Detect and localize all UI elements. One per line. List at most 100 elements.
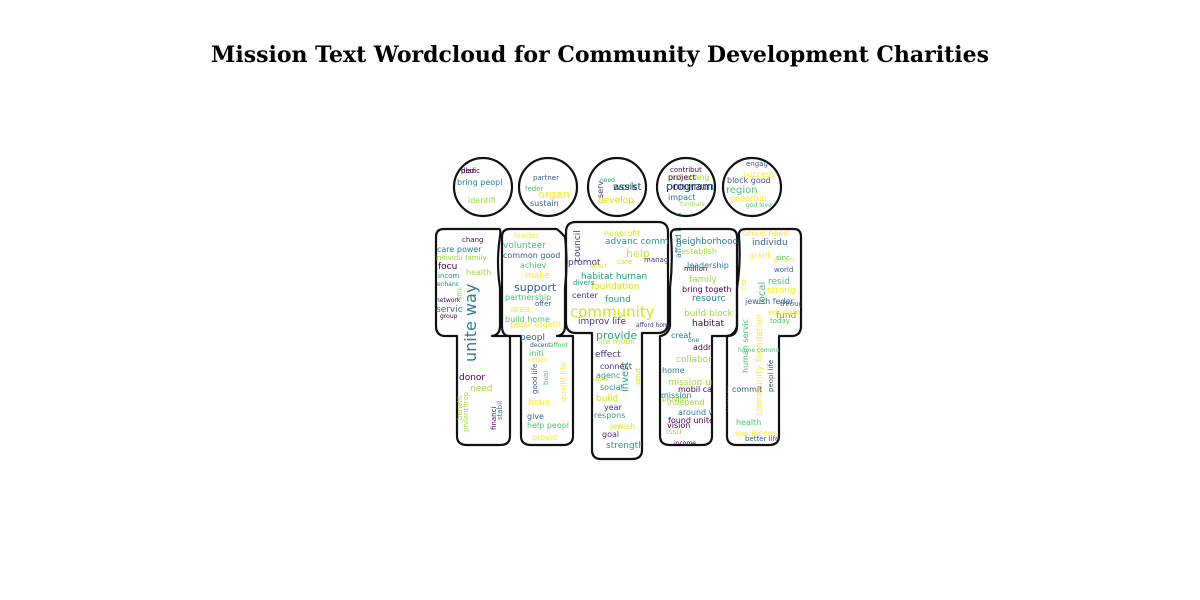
word: effect <box>595 350 621 360</box>
word: nonprofit <box>604 229 640 238</box>
word: jewish <box>609 422 635 431</box>
word: citizen <box>528 357 548 364</box>
figure-3-head <box>586 156 648 218</box>
word: home community <box>738 347 791 354</box>
word: provid <box>532 433 557 442</box>
word: project <box>668 173 696 182</box>
word: common good <box>503 251 560 260</box>
word: human servic <box>741 319 750 373</box>
word: provide <box>596 329 638 342</box>
word: servic need <box>742 229 788 238</box>
word: solut <box>634 368 642 385</box>
word: afford hous <box>674 213 683 258</box>
word: community foundation <box>755 314 765 416</box>
word: contribut <box>670 166 702 174</box>
word: today <box>770 317 790 325</box>
word: low incom <box>735 429 776 438</box>
word: life mobil <box>598 337 635 346</box>
word: god love <box>746 202 772 209</box>
word: partnership <box>505 293 551 302</box>
word: decent <box>530 342 551 349</box>
word: help peopl <box>527 421 569 430</box>
word: financi <box>490 407 498 430</box>
word: sustain <box>530 199 559 208</box>
word: care power <box>437 245 482 254</box>
word: found unite <box>668 416 714 425</box>
word: build home <box>505 315 550 324</box>
word: mission <box>661 391 692 400</box>
word: divers <box>573 279 595 287</box>
word: individu <box>752 238 788 248</box>
word: bring togeth <box>682 285 732 294</box>
word: health <box>466 268 491 277</box>
word: chang <box>462 236 483 244</box>
word: income <box>674 440 696 447</box>
word: jewish feder <box>744 297 794 306</box>
word: need <box>470 384 493 394</box>
word: invest <box>620 362 631 392</box>
word: network <box>436 297 461 304</box>
word: citi <box>740 279 748 290</box>
word: resourc <box>692 294 725 304</box>
word: vision <box>667 421 690 430</box>
word: grant <box>749 251 770 260</box>
word: success <box>743 170 774 179</box>
word: strong <box>767 286 796 296</box>
word: stabil <box>496 401 504 420</box>
word: community <box>570 303 655 321</box>
word: block good <box>727 176 771 185</box>
word: provide <box>662 395 688 403</box>
word: leader <box>514 231 540 240</box>
word: good life <box>531 364 539 394</box>
word: opportun <box>730 194 767 203</box>
word: leadership <box>687 261 729 270</box>
word: qualiti life <box>559 362 568 402</box>
word: neighborhood <box>676 237 738 247</box>
word: habitat human <box>581 272 647 282</box>
word: area <box>510 305 530 315</box>
word: affili <box>457 287 464 300</box>
word: throughout <box>780 300 819 308</box>
word: found <box>605 295 631 305</box>
word: focu <box>438 262 457 272</box>
word: fundrais <box>680 201 704 208</box>
word: creat <box>671 331 691 340</box>
word: establish <box>681 247 717 256</box>
word: habitat <box>692 319 724 329</box>
word: help <box>626 247 650 260</box>
word: independ <box>667 398 704 407</box>
word: impact <box>668 193 696 202</box>
word: mobil care <box>678 385 720 394</box>
figure-outlines <box>434 156 803 461</box>
figure-2-head <box>517 156 579 218</box>
word: commit <box>732 385 762 394</box>
word: identifi <box>468 196 496 205</box>
word: servic <box>436 305 463 315</box>
word: bring peopl <box>457 178 502 187</box>
word: resid <box>768 277 790 287</box>
word: develop <box>598 196 634 206</box>
word: respons <box>594 411 625 420</box>
word: peopl togeth <box>510 320 561 329</box>
word: strengthen <box>606 441 655 451</box>
word: local <box>757 282 768 305</box>
word: manag <box>644 256 668 264</box>
word: home <box>662 366 685 375</box>
word: around world <box>678 408 731 417</box>
figure-1-body <box>434 227 512 447</box>
figure-3-body <box>564 220 670 461</box>
word: collabor <box>676 355 712 365</box>
word: individu family <box>435 254 487 262</box>
word: fund <box>776 311 796 321</box>
word: center <box>572 291 598 300</box>
word: sinc <box>776 254 790 262</box>
word: peopl life <box>767 360 775 392</box>
word: region <box>726 185 758 196</box>
word: one <box>688 337 699 344</box>
word: improv life <box>578 317 626 327</box>
word: everyon <box>656 296 664 325</box>
